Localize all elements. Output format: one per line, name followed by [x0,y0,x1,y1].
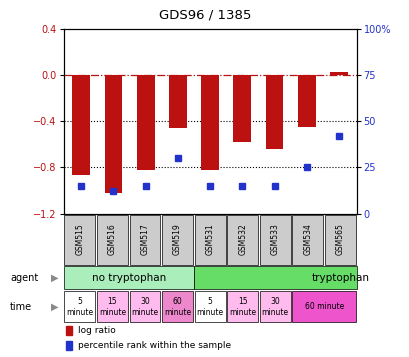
FancyBboxPatch shape [63,266,193,290]
Text: GSM516: GSM516 [108,224,117,255]
Bar [66,341,72,351]
Text: 60
minute: 60 minute [164,297,191,317]
Text: 15
minute: 15 minute [99,297,126,317]
Bar [104,75,122,193]
Text: percentile rank within the sample: percentile rank within the sample [78,341,231,350]
FancyBboxPatch shape [162,215,193,265]
FancyBboxPatch shape [193,266,356,290]
Bar [297,75,315,127]
Text: 60 minute: 60 minute [304,302,343,311]
FancyBboxPatch shape [162,291,193,322]
Bar [66,326,72,335]
FancyBboxPatch shape [292,291,355,322]
FancyBboxPatch shape [64,215,95,265]
FancyBboxPatch shape [227,291,258,322]
Text: ▶: ▶ [51,302,58,312]
Text: GSM519: GSM519 [173,224,182,255]
Text: GDS96 / 1385: GDS96 / 1385 [158,9,251,22]
FancyBboxPatch shape [194,215,225,265]
FancyBboxPatch shape [129,291,160,322]
FancyBboxPatch shape [259,291,290,322]
FancyBboxPatch shape [259,215,290,265]
FancyBboxPatch shape [194,291,225,322]
FancyBboxPatch shape [227,215,258,265]
Text: no tryptophan: no tryptophan [91,273,165,283]
Text: agent: agent [10,273,38,283]
Bar [201,75,218,170]
FancyBboxPatch shape [64,291,95,322]
Text: GSM532: GSM532 [238,224,247,255]
Bar [72,75,90,175]
Text: GSM531: GSM531 [205,224,214,255]
Text: ▶: ▶ [51,273,58,283]
Text: GSM517: GSM517 [140,224,149,255]
Text: GSM565: GSM565 [335,223,344,256]
Text: time: time [10,302,32,312]
Text: tryptophan: tryptophan [311,273,369,283]
Bar [169,75,187,128]
Text: 30
minute: 30 minute [261,297,288,317]
Text: GSM515: GSM515 [75,224,84,255]
FancyBboxPatch shape [292,215,322,265]
Bar [137,75,154,170]
Text: 5
minute: 5 minute [196,297,223,317]
Text: GSM534: GSM534 [303,223,312,256]
Bar [329,72,347,75]
Bar [265,75,283,149]
Text: 15
minute: 15 minute [229,297,256,317]
FancyBboxPatch shape [324,215,355,265]
Text: log ratio: log ratio [78,326,115,335]
Text: 5
minute: 5 minute [66,297,93,317]
Text: 30
minute: 30 minute [131,297,158,317]
FancyBboxPatch shape [97,291,128,322]
Text: GSM533: GSM533 [270,223,279,256]
Bar [233,75,251,142]
FancyBboxPatch shape [129,215,160,265]
FancyBboxPatch shape [97,215,128,265]
